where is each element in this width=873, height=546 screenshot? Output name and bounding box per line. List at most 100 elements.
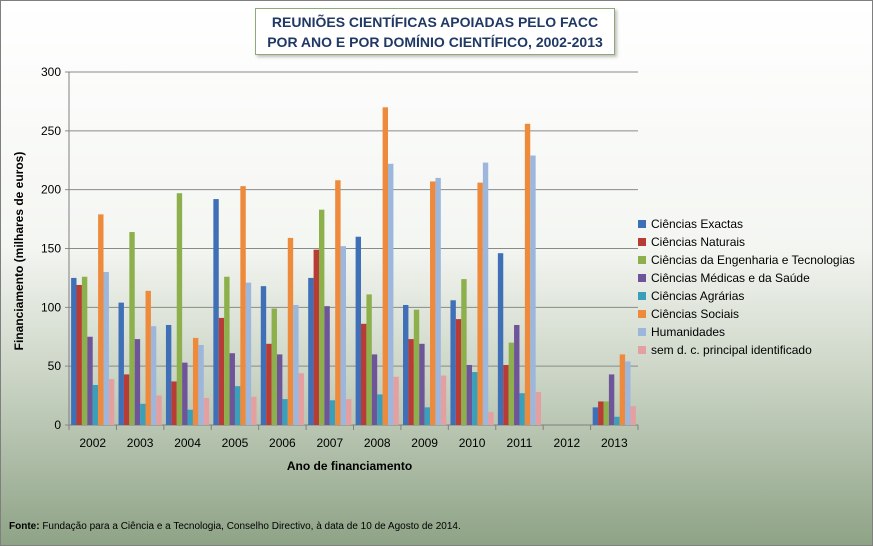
x-tick-label: 2002 [79,436,106,450]
bar [503,364,509,425]
bar [165,324,172,425]
bar [377,394,383,425]
bar [497,253,504,425]
x-tick-label: 2010 [459,436,486,450]
bar [123,374,130,425]
y-tick-label: 100 [41,300,61,314]
x-tick-label: 2008 [364,436,391,450]
bar [108,379,115,425]
legend-label: sem d. c. principal identificado [651,343,812,357]
bar [156,395,162,425]
bar [229,353,235,425]
chart-title-line2: POR ANO E POR DOMÍNIO CIENTÍFICO, 2002-2… [267,34,603,50]
bar [150,326,157,425]
bar [271,308,277,425]
y-tick-label: 0 [54,418,61,432]
bar [461,279,467,425]
bar [625,361,631,425]
bar [240,186,246,425]
bar [408,339,414,425]
legend-item: Ciências da Engenharia e Tecnologias [638,251,855,269]
bar [218,317,225,425]
bar [329,400,336,425]
bar [313,249,319,425]
x-axis-title: Ano de financiamento [286,459,413,473]
bar [393,376,399,425]
bar [508,342,515,425]
bar [192,337,199,425]
source-note: Fonte: Fundação para a Ciência e a Tecno… [9,521,461,532]
bar [488,412,494,425]
bar [176,193,183,425]
bar [472,372,478,425]
chart-title: REUNIÕES CIENTÍFICAS APOIADAS PELO FACC … [255,8,615,55]
legend-item: sem d. c. principal identificado [638,341,855,359]
legend-item: Ciências Agrárias [638,287,855,305]
legend-item: Humanidades [638,323,855,341]
bar [371,354,378,425]
bar [603,401,609,425]
legend-label: Ciências Sociais [651,307,740,321]
bar [76,284,82,425]
bar [260,286,267,425]
legend-item: Ciências Exactas [638,215,855,233]
bar [287,237,294,425]
x-tick-label: 2005 [222,436,249,450]
bar [203,397,210,425]
source-text: Fundação para a Ciência e a Tecnologia, … [39,521,461,532]
bar [335,180,341,425]
y-axis-title-text: Financiamento (milhares de euros) [12,151,26,351]
bar [134,339,141,425]
bar [276,354,283,425]
bar [466,364,473,425]
bar [619,354,626,425]
bar [366,294,372,425]
legend-swatch [638,256,646,264]
legend-item: Ciências Médicas e da Saúde [638,269,855,287]
bar [71,277,77,425]
bar [129,232,135,425]
bar [403,304,409,425]
legend-label: Ciências Exactas [651,217,744,231]
legend-swatch [638,346,646,354]
bar [103,272,109,425]
legend-item: Ciências Naturais [638,233,855,251]
bar [224,276,230,425]
bar [81,276,88,425]
bar [435,177,441,425]
bar [519,393,525,425]
bar [592,407,599,425]
bar [234,386,241,425]
x-tick-label: 2013 [601,436,628,450]
x-tick-label: 2003 [127,436,154,450]
bar [251,396,257,425]
bar [140,403,146,425]
bar [614,416,620,425]
bar [382,107,389,426]
bar [413,309,420,425]
y-tick-label: 200 [41,183,61,197]
bar [424,407,431,425]
bar [388,163,394,425]
bar [245,282,252,425]
legend-label: Ciências da Engenharia e Tecnologias [651,253,855,267]
bar [213,199,219,425]
bar [630,406,636,425]
bar [308,277,314,425]
bar [530,155,536,425]
y-tick-label: 250 [41,124,61,138]
bar [171,381,177,425]
bar [266,343,272,425]
bar [450,300,456,425]
bar [92,384,99,425]
x-tick-label: 2009 [411,436,438,450]
bar [282,399,288,425]
x-tick-label: 2004 [174,436,201,450]
x-tick-label: 2011 [507,436,533,450]
legend-swatch [638,292,646,300]
legend-swatch [638,220,646,228]
bar [324,306,330,425]
y-tick-label: 150 [41,242,61,256]
